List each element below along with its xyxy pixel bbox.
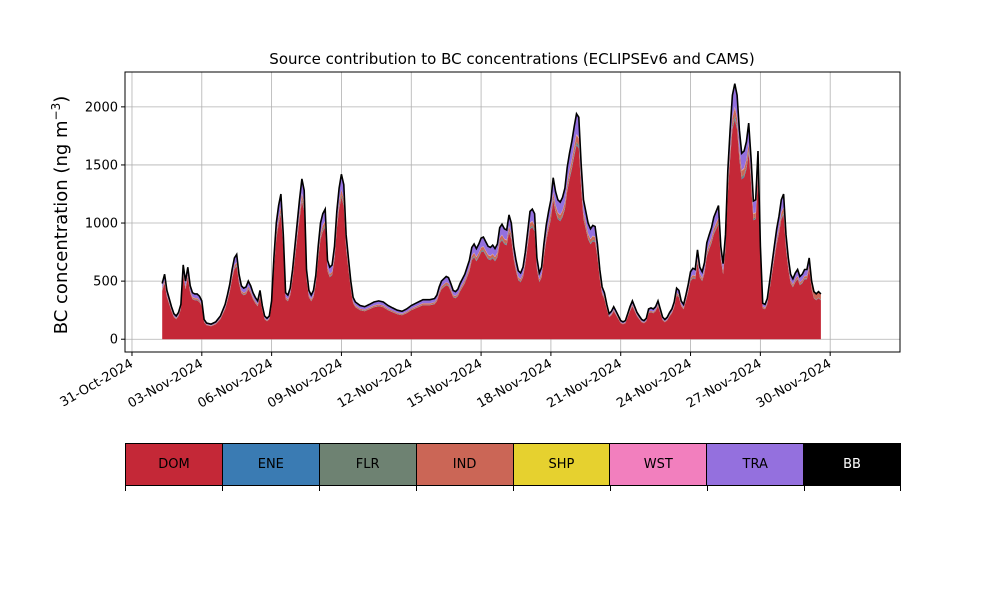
legend-tick	[416, 486, 417, 491]
x-tick-label: 18-Nov-2024	[475, 356, 555, 411]
legend-item-wst: WST	[610, 444, 708, 485]
x-tick-label: 24-Nov-2024	[614, 356, 694, 411]
source-color-legend: DOM ENE FLR IND SHP WST TRA BB	[125, 443, 901, 486]
y-axis-label-superscript: −3	[49, 103, 63, 121]
legend-item-dom: DOM	[126, 444, 223, 485]
x-tick-label: 12-Nov-2024	[335, 356, 415, 411]
y-axis-label-main: BC concentration (ng m	[51, 120, 72, 334]
x-tick-label: 09-Nov-2024	[265, 356, 345, 411]
legend-item-flr: FLR	[319, 444, 417, 485]
legend-tick	[804, 486, 805, 491]
legend-item-bb: BB	[804, 444, 900, 485]
y-tick-label: 2000	[85, 100, 118, 115]
legend-item-shp: SHP	[513, 444, 611, 485]
y-axis-label: BC concentration (ng m−3)	[49, 96, 72, 335]
x-tick-label: 15-Nov-2024	[405, 356, 485, 411]
area-dom	[162, 119, 821, 340]
total-line	[161, 83, 822, 325]
legend-item-tra: TRA	[707, 444, 805, 485]
chart-title: Source contribution to BC concentrations…	[269, 50, 754, 68]
y-axis-label-close: )	[51, 96, 72, 103]
x-tick-label: 31-Oct-2024	[58, 356, 136, 410]
x-tick-label: 03-Nov-2024	[126, 356, 206, 411]
y-tick-label: 500	[93, 275, 118, 290]
x-tick-label: 06-Nov-2024	[195, 356, 275, 411]
y-tick-label: 1000	[85, 217, 118, 232]
legend-ticks	[125, 486, 901, 492]
legend-item-ene: ENE	[222, 444, 320, 485]
y-tick-label: 1500	[85, 158, 118, 173]
legend-tick	[513, 486, 514, 491]
legend-tick	[125, 486, 126, 491]
stacked-areas	[161, 83, 822, 340]
x-tick-label: 30-Nov-2024	[754, 356, 834, 411]
legend-tick	[610, 486, 611, 491]
y-tick-label: 0	[110, 333, 118, 348]
plot-frame	[124, 71, 901, 353]
legend-tick	[319, 486, 320, 491]
legend-item-ind: IND	[416, 444, 514, 485]
x-tick-label: 27-Nov-2024	[684, 356, 764, 411]
axes: 0 500 1000 1500 2000 31-Oct-202403-Nov-202406…	[58, 71, 901, 411]
legend-tick	[707, 486, 708, 491]
legend-tick	[900, 486, 901, 491]
x-tick-label: 21-Nov-2024	[544, 356, 624, 411]
legend-tick	[222, 486, 223, 491]
